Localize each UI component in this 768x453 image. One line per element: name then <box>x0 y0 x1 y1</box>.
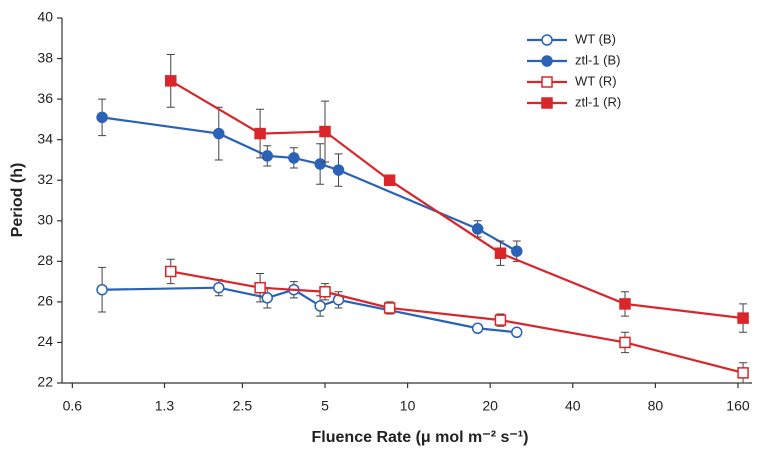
data-point <box>213 127 225 140</box>
legend-label: WT (B) <box>575 31 616 46</box>
x-tick-label: 0.6 <box>63 398 83 414</box>
data-point <box>96 283 108 296</box>
y-tick-label: 38 <box>37 49 53 65</box>
x-tick-label: 2.5 <box>233 398 253 414</box>
legend-label: ztl-1 (R) <box>575 94 621 109</box>
data-point <box>164 75 177 87</box>
data-point <box>254 127 266 140</box>
data-point <box>494 314 507 326</box>
legend-marker <box>541 55 553 67</box>
data-point <box>261 292 274 304</box>
x-tick-label: 1.3 <box>155 398 175 414</box>
legend-marker <box>541 34 553 46</box>
data-point <box>288 152 300 164</box>
x-axis-label: Fluence Rate (μ mol m⁻² s⁻¹) <box>312 429 529 446</box>
data-point <box>737 312 749 324</box>
y-axis-label: Period (h) <box>9 163 26 238</box>
data-point <box>164 265 177 278</box>
legend-marker <box>541 76 553 88</box>
y-tick-label: 40 <box>37 9 53 25</box>
data-point <box>383 174 396 186</box>
data-point <box>314 300 326 312</box>
y-tick-label: 34 <box>37 130 53 146</box>
legend-marker <box>541 97 553 109</box>
x-tick-label: 20 <box>482 398 498 414</box>
data-point <box>314 158 326 170</box>
data-point <box>511 326 523 339</box>
data-point <box>737 367 749 379</box>
y-tick-label: 24 <box>37 333 53 349</box>
y-tick-label: 26 <box>37 293 53 309</box>
y-tick-label: 32 <box>37 171 53 187</box>
data-point <box>383 302 396 314</box>
data-point <box>332 164 345 176</box>
x-tick-label: 40 <box>565 398 581 414</box>
data-point <box>511 245 523 257</box>
legend-label: WT (R) <box>575 73 617 88</box>
x-tick-label: 5 <box>321 398 329 414</box>
x-tick-label: 160 <box>726 398 750 414</box>
y-tick-label: 36 <box>37 90 53 106</box>
data-point <box>319 286 331 298</box>
legend-label: ztl-1 (B) <box>575 52 621 67</box>
data-point <box>494 247 507 259</box>
x-tick-label: 10 <box>400 398 416 414</box>
data-point <box>619 336 631 349</box>
x-tick-label: 80 <box>648 398 664 414</box>
y-tick-label: 28 <box>37 252 53 268</box>
y-tick-label: 22 <box>37 374 53 390</box>
data-point <box>619 298 631 310</box>
data-point <box>254 281 266 294</box>
data-point <box>471 322 484 334</box>
series-line <box>102 286 517 334</box>
data-point <box>96 111 108 124</box>
y-tick-label: 30 <box>37 211 53 227</box>
series-line <box>101 116 518 253</box>
data-point <box>261 150 274 162</box>
data-point <box>471 223 484 235</box>
data-point <box>319 125 331 138</box>
data-point <box>213 281 225 294</box>
